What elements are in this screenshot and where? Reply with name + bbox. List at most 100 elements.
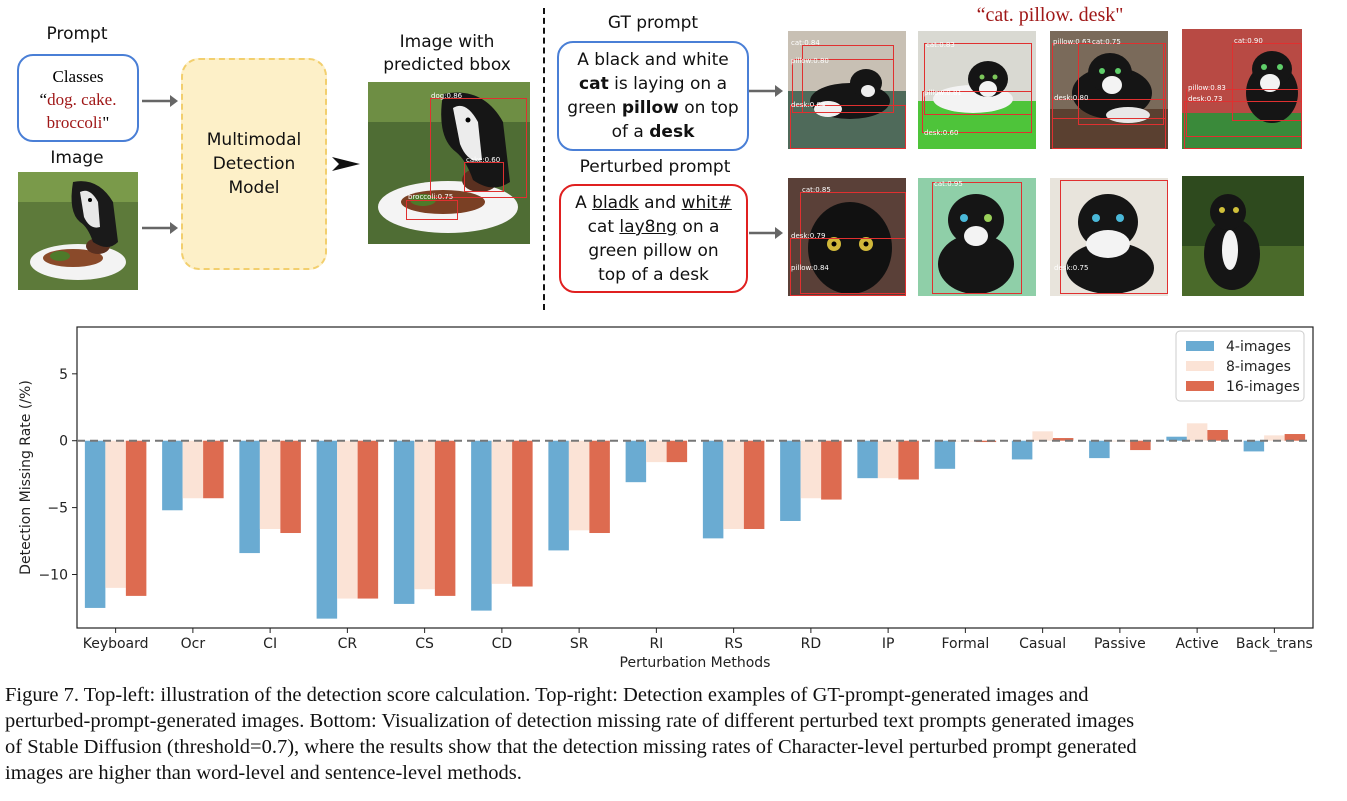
x-tick-label: RD: [801, 636, 822, 652]
bar-4-images-RS: [702, 440, 724, 539]
perturbed-part-on-a: on a: [682, 217, 720, 237]
bar-16-images-Ocr: [203, 440, 224, 499]
bar-8-images-CD: [491, 440, 513, 584]
perturbed-image-2-bbox-cat: [932, 182, 1022, 294]
gt-image-4-bbox-cat: [1232, 43, 1302, 121]
bar-16-images-RS: [743, 440, 765, 530]
x-tick-label: RS: [724, 636, 743, 652]
caption-line-4: images are higher than word-level and se…: [5, 762, 522, 784]
plot-frame: [76, 326, 1314, 629]
gt-prompt-pillow: pillow: [621, 98, 679, 118]
gt-image-2-label-cat: cat:0.83: [926, 41, 955, 49]
arrow-image-to-model: [142, 222, 178, 234]
bar-4-images-SR: [548, 440, 569, 551]
gt-image-1-label-cat: cat:0.84: [791, 39, 820, 47]
caption-line-2: perturbed-prompt-generated images. Botto…: [5, 710, 1135, 732]
bar-4-images-Keyboard: [84, 440, 106, 608]
perturbed-image-1-label-desk: desk:0.79: [791, 232, 826, 240]
y-tick-label: 0: [59, 434, 68, 450]
bar-16-images-Active: [1207, 430, 1228, 441]
arrow-model-to-output: [332, 157, 360, 171]
bbox-dog: [430, 98, 527, 198]
bar-16-images-CR: [357, 440, 379, 599]
bar-16-images-RD: [821, 440, 842, 500]
gt-image-1-bbox-desk: [790, 105, 906, 149]
bbox-broccoli: [406, 200, 458, 220]
bar-8-images-SR: [568, 440, 590, 531]
bar-8-images-Ocr: [182, 440, 204, 499]
x-tick-label: Back_trans: [1236, 636, 1313, 652]
model-label: Multimodal Detection Model: [206, 130, 302, 198]
bar-16-images-Passive: [1130, 440, 1151, 451]
y-tick-label: 5: [59, 367, 68, 383]
classes-line1: dog. cake.: [47, 90, 117, 109]
classes-label: Classes: [52, 67, 104, 86]
input-dog-image: [18, 172, 138, 290]
gt-image-3-label-desk: desk:0.80: [1054, 94, 1089, 102]
perturbed-part-a: A: [575, 193, 587, 213]
x-tick-label: Passive: [1094, 636, 1146, 652]
legend-swatch-8-images: [1186, 361, 1214, 371]
perturbed-image-1: cat:0.85 desk:0.79 pillow:0.84: [788, 178, 906, 296]
bar-8-images-Casual: [1032, 431, 1053, 441]
gt-image-1: cat:0.84 pillow:0.80 desk:0.84: [788, 31, 906, 149]
perturbed-image-1-bbox-desk: [790, 238, 906, 296]
caption-line-3: of Stable Diffusion (threshold=0.7), whe…: [5, 736, 1137, 758]
bar-16-images-CD: [512, 440, 533, 587]
classes-line2: broccoli: [46, 113, 103, 132]
perturbed-image-3: desk:0.75: [1050, 178, 1168, 296]
section-divider: [543, 8, 545, 310]
arrow-perturbed-to-images: [749, 227, 783, 239]
perturbed-part-green-pillow: green pillow on: [588, 241, 719, 261]
gt-image-2-bbox-pillow: [922, 91, 1032, 133]
bar-4-images-RD: [780, 440, 801, 521]
gt-prompt-part-1: A black and white: [577, 50, 729, 70]
bar-4-images-CS: [393, 440, 415, 604]
perturbed-image-4: [1182, 176, 1304, 296]
image-title: Image: [50, 148, 104, 168]
y-axis-label: Detection Missing Rate (/%): [18, 380, 34, 575]
bar-16-images-CS: [434, 440, 456, 596]
gt-prompt-part-6: on top: [678, 98, 739, 118]
bar-8-images-IP: [877, 440, 899, 479]
gt-image-4-label-desk: desk:0.73: [1188, 95, 1223, 103]
gt-image-2: cat:0.83 pillow:0.81 desk:0.60: [918, 31, 1036, 149]
gt-image-4-label-pillow: pillow:0.83: [1188, 84, 1226, 92]
output-title: Image with predicted bbox: [383, 32, 511, 75]
perturbed-part-top-of-desk: top of a desk: [598, 265, 709, 285]
legend-label-16-images: 16-images: [1226, 379, 1300, 395]
bar-4-images-RI: [625, 440, 647, 483]
gt-image-3-label-pillow: pillow:0.63: [1053, 38, 1091, 46]
x-tick-label: Ocr: [181, 636, 206, 652]
gt-prompt-green: green: [567, 98, 617, 118]
prompt-title: Prompt: [46, 24, 108, 44]
bar-16-images-SR: [589, 440, 610, 534]
bar-8-images-Back_trans: [1264, 435, 1285, 441]
gt-prompt-desk: desk: [649, 122, 695, 142]
bar-4-images-CD: [471, 440, 492, 611]
bar-8-images-Keyboard: [105, 440, 126, 588]
gt-image-1-label-desk: desk:0.84: [791, 101, 826, 109]
gt-prompt-title: GT prompt: [607, 13, 699, 33]
x-axis-label: Perturbation Methods: [620, 655, 771, 671]
legend-label-8-images: 8-images: [1226, 359, 1291, 375]
gt-image-3-bbox-cat: [1078, 43, 1164, 125]
classes-close-quote: ": [102, 113, 110, 132]
perturbed-image-2-label-cat: cat:0.95: [934, 180, 963, 188]
detection-classes-title: “cat. pillow. desk": [976, 4, 1124, 26]
legend-swatch-16-images: [1186, 381, 1214, 391]
bbox-label-broccoli: broccoli:0.75: [408, 193, 454, 201]
x-tick-label: IP: [882, 636, 895, 652]
x-tick-label: CR: [338, 636, 358, 652]
gt-image-3: pillow:0.63 cat:0.75 desk:0.80: [1050, 31, 1168, 149]
gt-prompt-part-3: is laying on a: [608, 74, 727, 94]
bar-4-images-Back_trans: [1243, 440, 1265, 452]
perturbed-word-whit: whit#: [681, 193, 732, 213]
bar-4-images-Ocr: [162, 440, 183, 511]
x-tick-label: Keyboard: [83, 636, 149, 652]
y-tick-label: −10: [38, 567, 68, 583]
arrow-prompt-to-model: [142, 95, 178, 107]
bar-16-images-Keyboard: [125, 440, 147, 596]
x-tick-label: Formal: [942, 636, 990, 652]
gt-image-4: cat:0.90 pillow:0.83 desk:0.73: [1182, 29, 1302, 149]
